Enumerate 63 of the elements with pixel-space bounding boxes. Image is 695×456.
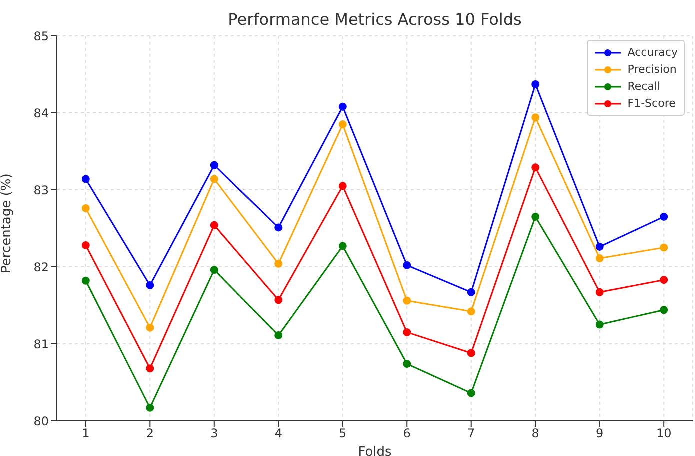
y-axis-title: Percentage (%) — [0, 174, 15, 274]
point — [82, 276, 90, 285]
x-tick-label: 9 — [596, 426, 604, 441]
x-tick-label: 1 — [82, 426, 90, 441]
y-tick-label: 84 — [34, 106, 49, 120]
x-axis-title: Folds — [358, 445, 392, 456]
x-tick-label: 2 — [146, 426, 154, 441]
point — [338, 242, 347, 250]
point — [338, 182, 347, 190]
point — [146, 404, 154, 412]
point — [274, 332, 283, 340]
point — [403, 296, 412, 305]
point — [403, 360, 412, 368]
point — [274, 296, 283, 304]
point — [210, 266, 218, 274]
point — [210, 161, 218, 170]
point — [596, 320, 604, 329]
legend-label: Recall — [628, 80, 661, 93]
y-tick-label: 82 — [34, 260, 49, 274]
point — [146, 281, 154, 290]
x-tick-label: 5 — [339, 426, 347, 441]
point — [82, 241, 90, 250]
point — [274, 224, 283, 232]
point — [210, 175, 218, 184]
point — [596, 254, 604, 263]
legend-label: F1-Score — [628, 97, 676, 110]
x-tick-label: 8 — [532, 426, 540, 441]
point — [596, 242, 604, 251]
point — [82, 204, 90, 212]
point — [660, 244, 668, 252]
y-tick-label: 83 — [34, 183, 49, 198]
x-tick-label: 3 — [210, 426, 218, 441]
point — [467, 288, 476, 296]
chart-title: Performance Metrics Across 10 Folds — [227, 10, 523, 29]
point — [274, 260, 283, 268]
point — [467, 349, 476, 358]
point — [82, 175, 90, 184]
x-tick-label: 4 — [274, 426, 282, 441]
y-tick-label: 81 — [34, 337, 49, 352]
point — [403, 261, 412, 270]
point — [146, 364, 154, 373]
y-tick-label: 85 — [34, 29, 49, 44]
x-tick-label: 10 — [656, 426, 672, 441]
point — [467, 389, 476, 398]
legend-label: Accuracy — [628, 46, 678, 59]
point — [660, 212, 668, 221]
point — [403, 328, 412, 336]
point — [146, 324, 154, 332]
point — [532, 164, 540, 172]
point — [338, 102, 347, 111]
y-tick-label: 80 — [34, 414, 49, 428]
point — [660, 276, 668, 284]
point — [338, 120, 347, 129]
point — [532, 212, 540, 221]
x-tick-label: 6 — [403, 426, 411, 441]
point — [660, 306, 668, 314]
point — [467, 308, 476, 316]
legend-label: Precision — [628, 63, 677, 76]
point — [532, 80, 540, 89]
point — [210, 221, 218, 230]
x-tick-label: 7 — [468, 426, 476, 441]
point — [532, 114, 540, 122]
point — [596, 288, 604, 296]
